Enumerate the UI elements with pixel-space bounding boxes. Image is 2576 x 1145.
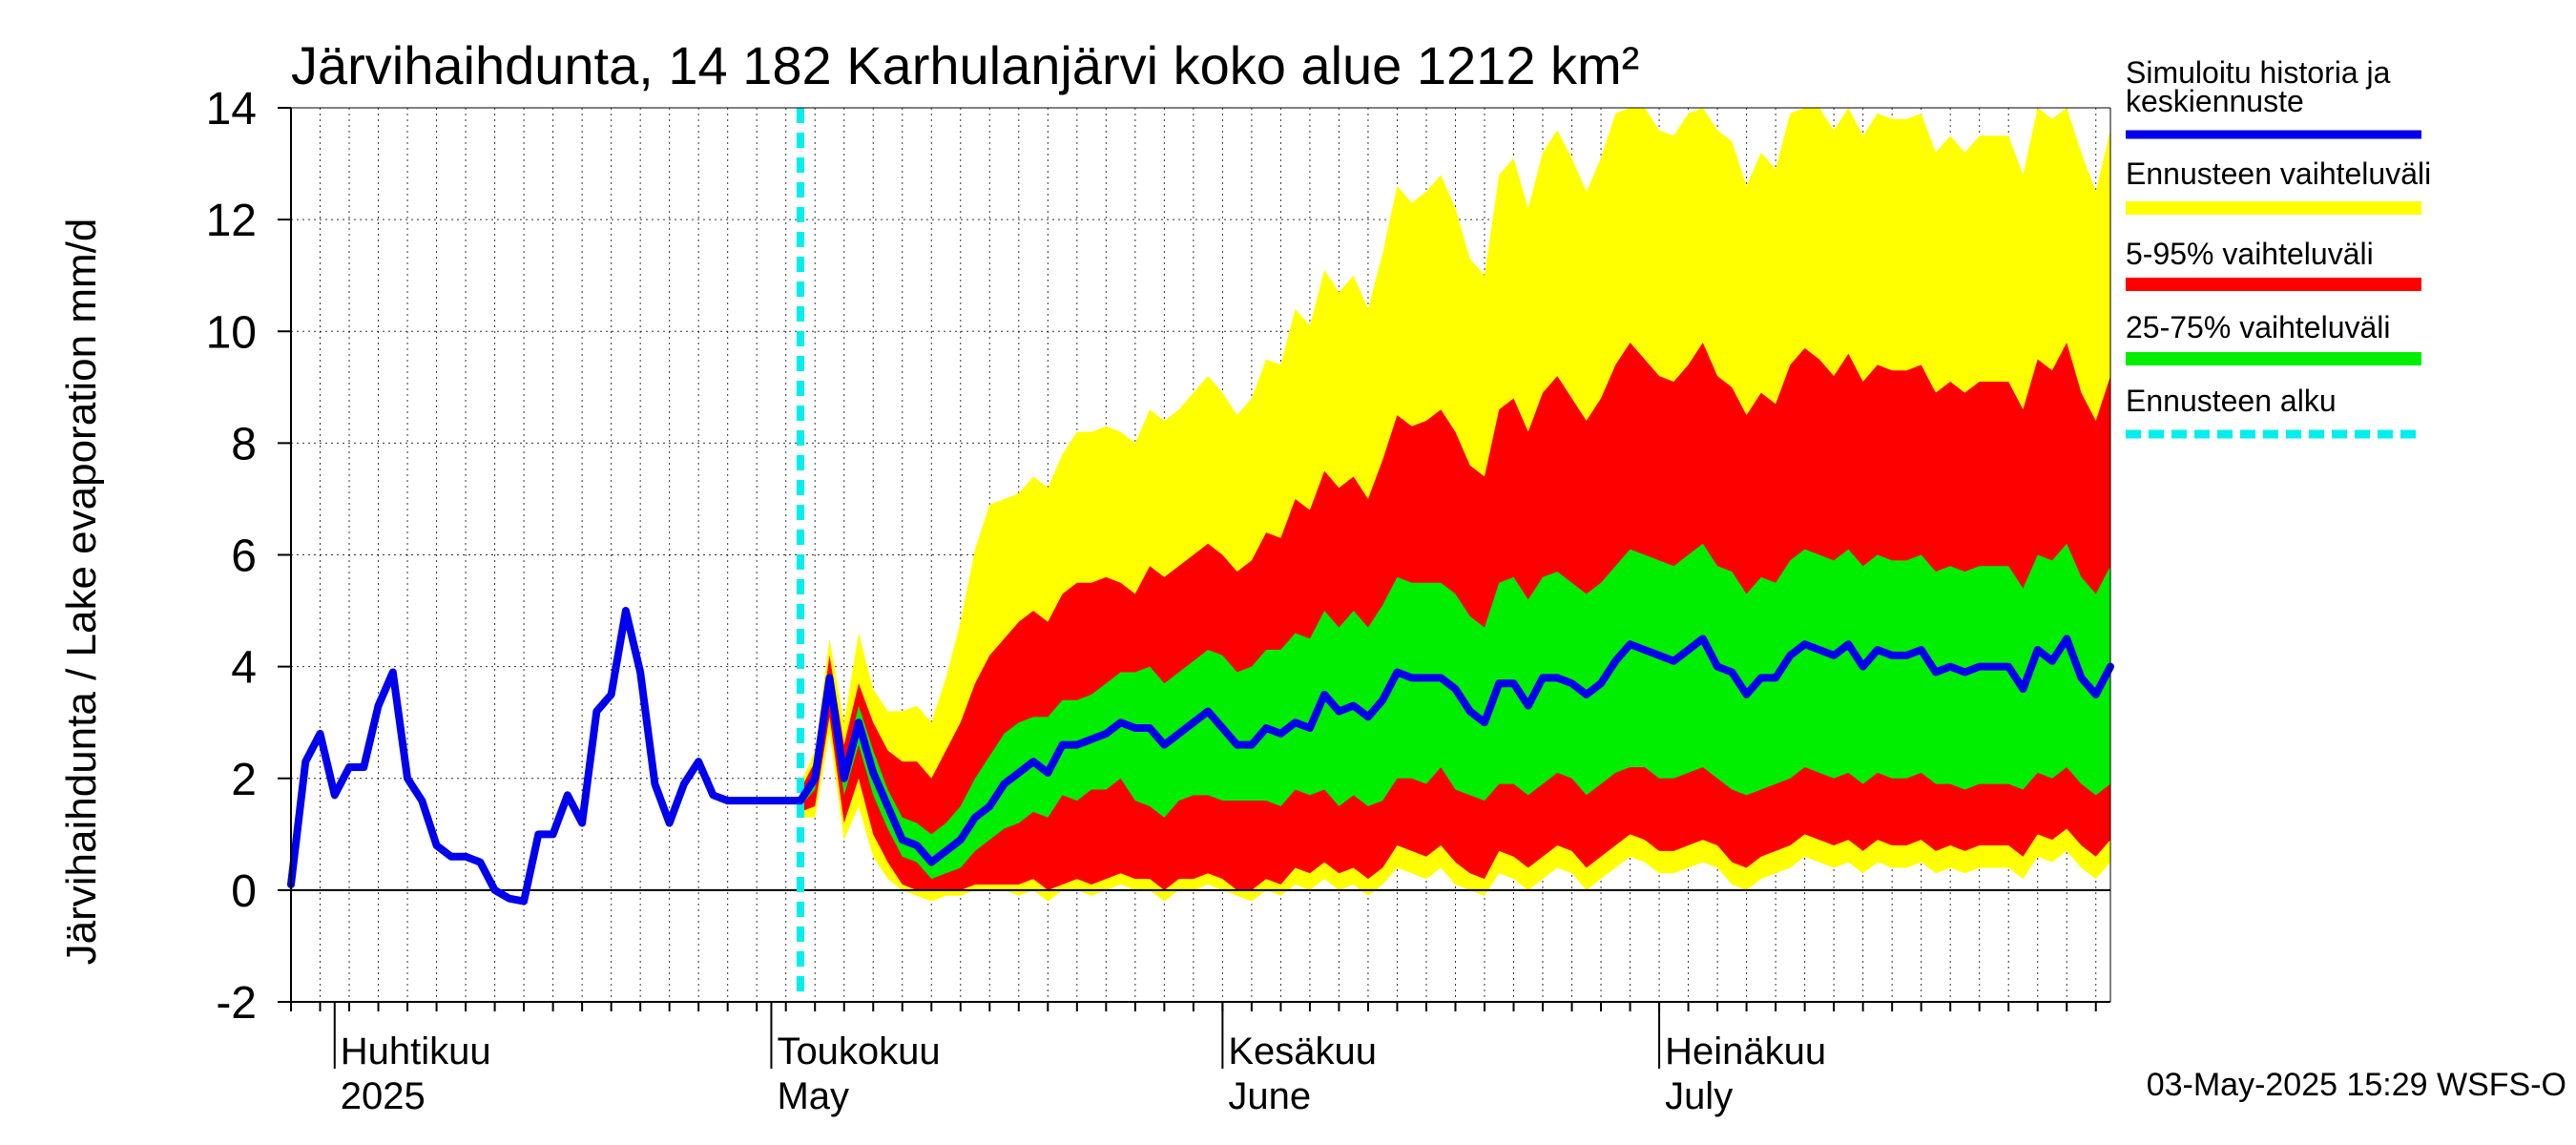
legend-label: Simuloitu historia ja	[2126, 55, 2391, 90]
y-tick-label: 8	[231, 419, 257, 469]
y-tick-label: 12	[206, 196, 257, 246]
y-tick-label: 0	[231, 866, 257, 917]
x-month-label-fi: Huhtikuu	[341, 1030, 491, 1072]
median-series-line	[287, 607, 2114, 906]
y-tick-label: 10	[206, 307, 257, 358]
y-axis-label: Järvihaihdunta / Lake evaporation mm/d	[58, 219, 105, 966]
x-month-label-en: May	[777, 1075, 849, 1117]
legend-label: 25-75% vaihteluväli	[2126, 310, 2391, 344]
x-month-label-fi: Heinäkuu	[1665, 1030, 1826, 1072]
y-tick-label: 14	[206, 84, 257, 135]
y-tick-label: 2	[231, 755, 257, 805]
x-month-label-en: July	[1665, 1075, 1733, 1117]
legend-label: keskiennuste	[2126, 84, 2304, 118]
band-25-75	[800, 543, 2111, 880]
y-tick-label: -2	[216, 978, 257, 1029]
x-month-label-fi: Kesäkuu	[1228, 1030, 1377, 1072]
timestamp-footer: 03-May-2025 15:29 WSFS-O	[2147, 1067, 2566, 1103]
x-month-label-en: 2025	[341, 1075, 426, 1117]
chart-title: Järvihaihdunta, 14 182 Karhulanjärvi kok…	[291, 35, 1639, 95]
legend-label: Ennusteen alku	[2126, 384, 2337, 418]
x-month-label-fi: Toukokuu	[777, 1030, 940, 1072]
y-tick-label: 4	[231, 643, 257, 694]
legend-label: 5-95% vaihteluväli	[2126, 237, 2374, 271]
x-month-label-en: June	[1228, 1075, 1311, 1117]
y-tick-label: 6	[231, 531, 257, 582]
legend-label: Ennusteen vaihteluväli	[2126, 156, 2431, 191]
